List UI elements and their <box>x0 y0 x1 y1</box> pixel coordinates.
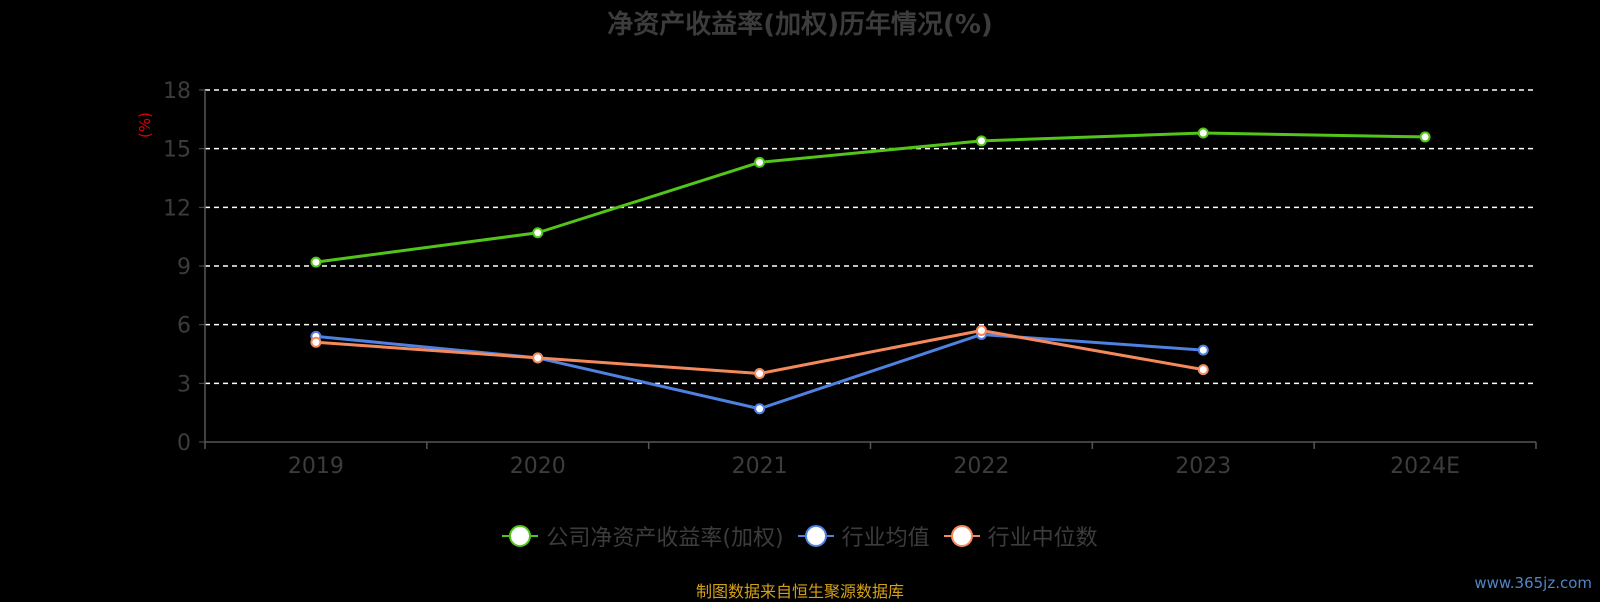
y-tick-label: 12 <box>163 196 191 221</box>
legend-item-0[interactable]: 公司净资产收益率(加权) <box>502 520 784 552</box>
x-tick-label: 2024E <box>1390 454 1460 479</box>
data-point[interactable] <box>1419 131 1431 143</box>
y-tick-label: 9 <box>177 255 191 280</box>
y-axis-label: (%) <box>136 112 154 138</box>
y-tick-label: 15 <box>163 138 191 163</box>
legend-marker-icon <box>943 525 980 547</box>
series-lines <box>310 127 1431 415</box>
x-tick-label: 2022 <box>953 454 1009 479</box>
legend-marker-icon <box>797 525 834 547</box>
data-point[interactable] <box>1197 344 1209 356</box>
data-point[interactable] <box>310 256 322 268</box>
data-point[interactable] <box>310 336 322 348</box>
legend: 公司净资产收益率(加权) 行业均值 行业中位数 <box>0 520 1600 552</box>
legend-label: 公司净资产收益率(加权) <box>546 526 784 551</box>
y-tick-label: 6 <box>177 314 191 339</box>
x-tick-label: 2021 <box>732 454 788 479</box>
y-tick-label: 0 <box>177 431 191 456</box>
legend-item-1[interactable]: 行业均值 <box>797 520 930 552</box>
series-line-0 <box>315 131 1426 264</box>
data-point[interactable] <box>975 325 987 337</box>
chart-title: 净资产收益率(加权)历年情况(%) <box>607 10 993 40</box>
legend-item-2[interactable]: 行业中位数 <box>943 520 1098 552</box>
grid-lines <box>205 89 1536 385</box>
x-tick-label: 2020 <box>510 454 566 479</box>
data-source-note: 制图数据来自恒生聚源数据库 <box>695 582 904 601</box>
x-tick-label: 2019 <box>288 454 344 479</box>
data-point[interactable] <box>754 156 766 168</box>
data-point[interactable] <box>532 227 544 239</box>
x-tick-label: 2023 <box>1175 454 1231 479</box>
data-point[interactable] <box>975 135 987 147</box>
axes: 0 3 6 9 12 15 18 2019 2020 2021 2022 2023 2024E <box>163 79 1537 479</box>
series-line-2 <box>315 329 1204 376</box>
data-point[interactable] <box>1197 364 1209 376</box>
data-point[interactable] <box>754 403 766 415</box>
legend-marker-icon <box>502 525 539 547</box>
data-point[interactable] <box>1197 127 1209 139</box>
legend-label: 行业中位数 <box>987 526 1098 551</box>
y-tick-label: 18 <box>163 79 191 104</box>
y-tick-label: 3 <box>177 372 191 397</box>
data-point[interactable] <box>532 352 544 364</box>
legend-label: 行业均值 <box>841 526 930 551</box>
data-point[interactable] <box>754 368 766 380</box>
watermark: www.365jz.com <box>1474 574 1592 592</box>
